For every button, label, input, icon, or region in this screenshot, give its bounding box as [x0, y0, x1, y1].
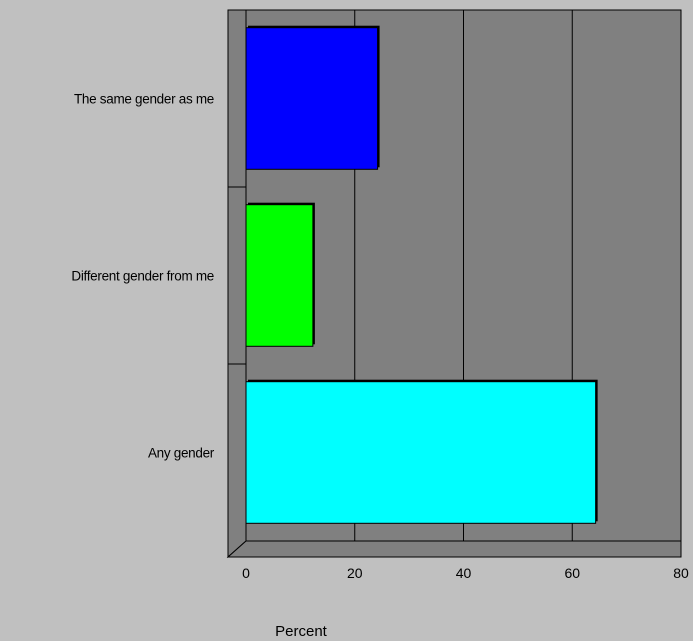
- x-tick-label: 60: [564, 565, 580, 581]
- x-tick-label: 80: [673, 565, 689, 581]
- x-axis-title: Percent: [275, 623, 328, 640]
- bars: [245, 25, 598, 524]
- x-tick-label: 20: [347, 565, 363, 581]
- bar: [245, 381, 597, 524]
- category-label: The same gender as me: [74, 92, 214, 107]
- plot-left-wall: [227, 9, 247, 559]
- plot-floor: [226, 540, 682, 558]
- category-label: Different gender from me: [71, 269, 214, 284]
- x-tick-label: 40: [456, 565, 472, 581]
- x-tick-labels: 0 20 40 60 80: [242, 565, 689, 581]
- category-labels: The same gender as me Different gender fr…: [71, 92, 215, 461]
- bar: [245, 204, 314, 347]
- bar: [245, 27, 379, 170]
- x-tick-label: 0: [242, 565, 250, 581]
- category-dividers: [228, 186, 246, 365]
- category-label: Any gender: [148, 446, 215, 461]
